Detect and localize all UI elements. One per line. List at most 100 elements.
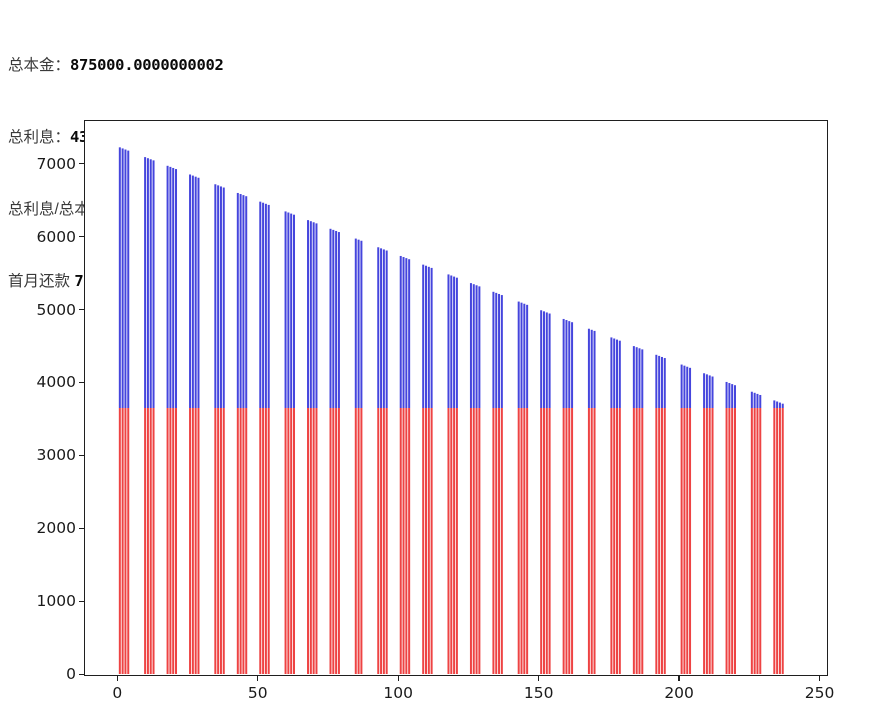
payment-bar — [455, 277, 458, 409]
payment-bar — [245, 196, 248, 409]
payment-bar — [593, 330, 596, 409]
payment-bar — [124, 149, 127, 409]
payment-bar — [357, 239, 360, 409]
payment-bar — [118, 147, 121, 409]
payment-bar — [259, 201, 262, 409]
payment-bar — [315, 223, 318, 409]
principal-bar — [545, 408, 548, 674]
principal-bar — [655, 408, 658, 674]
payment-bar — [618, 340, 621, 409]
payment-bar — [264, 203, 267, 409]
payment-bar — [239, 194, 242, 409]
principal-bar — [124, 408, 127, 674]
principal-bar — [753, 408, 756, 674]
payment-bar — [498, 293, 501, 409]
principal-bar — [259, 408, 262, 674]
principal-bar — [587, 408, 590, 674]
payment-bar — [222, 187, 225, 409]
payment-bar — [430, 267, 433, 409]
payment-bar — [705, 374, 708, 409]
payment-bar — [189, 174, 192, 409]
principal-bar — [172, 408, 175, 674]
principal-bar — [264, 408, 267, 674]
principal-bar — [593, 408, 596, 674]
principal-bar — [360, 408, 363, 674]
y-tick-mark — [79, 308, 84, 311]
principal-bar — [680, 408, 683, 674]
payment-bar — [733, 385, 736, 409]
payment-bar — [307, 220, 310, 409]
principal-bar — [287, 408, 290, 674]
principal-bar — [610, 408, 613, 674]
payment-bar — [382, 249, 385, 409]
payment-bar — [475, 285, 478, 409]
y-tick-label: 0 — [66, 665, 76, 684]
principal-bar — [750, 408, 753, 674]
payment-bar — [217, 185, 220, 409]
payment-bar — [284, 211, 287, 409]
payment-bar — [663, 358, 666, 409]
principal-bar — [284, 408, 287, 674]
payment-bar — [292, 214, 295, 409]
principal-bar — [638, 408, 641, 674]
y-tick-label: 7000 — [36, 154, 76, 173]
principal-bar — [121, 408, 124, 674]
payment-bar — [689, 367, 692, 409]
principal-bar — [191, 408, 194, 674]
payment-bar — [728, 383, 731, 409]
payment-bar — [287, 212, 290, 409]
principal-bar — [453, 408, 456, 674]
payment-bar — [422, 264, 425, 409]
principal-bar — [686, 408, 689, 674]
principal-bar — [689, 408, 692, 674]
principal-bar — [127, 408, 130, 674]
principal-bar — [385, 408, 388, 674]
principal-bar — [214, 408, 217, 674]
payment-bar — [472, 284, 475, 409]
principal-bar — [312, 408, 315, 674]
payment-bar — [545, 312, 548, 409]
payment-bar — [548, 313, 551, 409]
payment-bar — [166, 165, 169, 409]
payment-bar — [641, 349, 644, 409]
payment-bar — [781, 403, 784, 409]
payment-bar — [337, 232, 340, 409]
y-tick-mark — [79, 527, 84, 530]
payment-bar — [658, 355, 661, 409]
payment-bar — [175, 169, 178, 409]
x-tick-mark — [818, 676, 821, 682]
payment-bar — [565, 320, 568, 409]
principal-bar — [337, 408, 340, 674]
principal-bar — [778, 408, 781, 674]
principal-bar — [267, 408, 270, 674]
principal-bar — [568, 408, 571, 674]
principal-bar — [759, 408, 762, 674]
principal-bar — [773, 408, 776, 674]
payment-bar — [500, 295, 503, 409]
y-tick-mark — [79, 235, 84, 238]
principal-bar — [219, 408, 222, 674]
principal-bar — [290, 408, 293, 674]
payment-bar — [616, 339, 619, 409]
payment-bar — [408, 259, 411, 409]
payment-bar — [587, 328, 590, 409]
principal-bar — [262, 408, 265, 674]
payment-bar — [773, 400, 776, 409]
payment-bar — [686, 366, 689, 409]
principal-bar — [422, 408, 425, 674]
x-tick-label: 200 — [664, 684, 694, 702]
payment-bar — [399, 255, 402, 409]
payment-bars — [118, 147, 784, 409]
principal-bar — [562, 408, 565, 674]
payment-bar — [242, 195, 245, 409]
total-interest-label: 总利息： — [8, 129, 71, 146]
principal-bar — [242, 408, 245, 674]
x-tick-label: 0 — [112, 684, 123, 702]
principal-bar — [146, 408, 149, 674]
total-principal-value: 875000.0000000002 — [70, 56, 224, 74]
principal-bar — [728, 408, 731, 674]
payment-bar — [152, 160, 155, 409]
principal-bar — [166, 408, 169, 674]
payment-bar — [377, 247, 380, 409]
